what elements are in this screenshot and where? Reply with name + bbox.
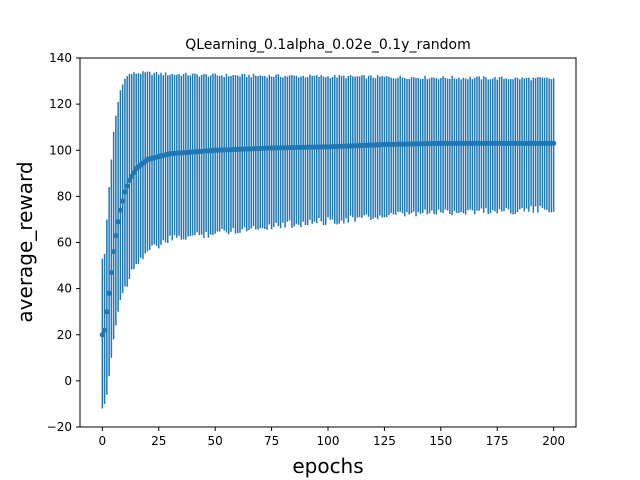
x-tick-label: 100 (317, 434, 340, 448)
mean-point (99, 332, 105, 338)
mean-point (115, 219, 121, 225)
x-tick-label: 50 (208, 434, 223, 448)
mean-point (126, 177, 133, 183)
mean-point (108, 269, 114, 276)
x-tick-label: 75 (264, 434, 279, 448)
y-axis-ticks: −20 0 20 40 60 80 100 120 140 (47, 51, 80, 434)
mean-point (120, 198, 126, 204)
y-tick-label: 140 (49, 51, 72, 65)
y-axis-title: average_reward (13, 161, 37, 322)
mean-point (129, 173, 135, 179)
y-tick-label: −20 (47, 420, 72, 434)
mean-point (104, 309, 110, 315)
y-tick-label: 60 (57, 236, 72, 250)
mean-point (111, 249, 117, 255)
x-tick-label: 0 (99, 434, 107, 448)
x-tick-label: 125 (373, 434, 396, 448)
y-tick-label: 20 (57, 328, 72, 342)
mean-point (124, 183, 130, 189)
mean-point (102, 327, 108, 333)
x-tick-label: 175 (486, 434, 509, 448)
y-tick-label: 120 (49, 97, 72, 111)
x-tick-label: 150 (429, 434, 452, 448)
mean-point (106, 290, 112, 296)
mean-point (131, 169, 137, 176)
mean-points (99, 140, 557, 338)
mean-point (113, 232, 119, 239)
mean-point (122, 189, 128, 195)
y-tick-label: 0 (64, 374, 72, 388)
mean-point (117, 207, 123, 213)
y-tick-label: 100 (49, 143, 72, 157)
x-axis-title: epochs (292, 454, 363, 478)
y-tick-label: 40 (57, 282, 72, 296)
plot-title: QLearning_0.1alpha_0.02e_0.1y_random (185, 37, 471, 53)
x-tick-label: 25 (151, 434, 166, 448)
y-tick-label: 80 (57, 189, 72, 203)
x-tick-label: 200 (542, 434, 565, 448)
mean-point (551, 140, 557, 146)
x-axis-ticks: 0 25 50 75 100 125 150 175 200 (99, 427, 565, 448)
